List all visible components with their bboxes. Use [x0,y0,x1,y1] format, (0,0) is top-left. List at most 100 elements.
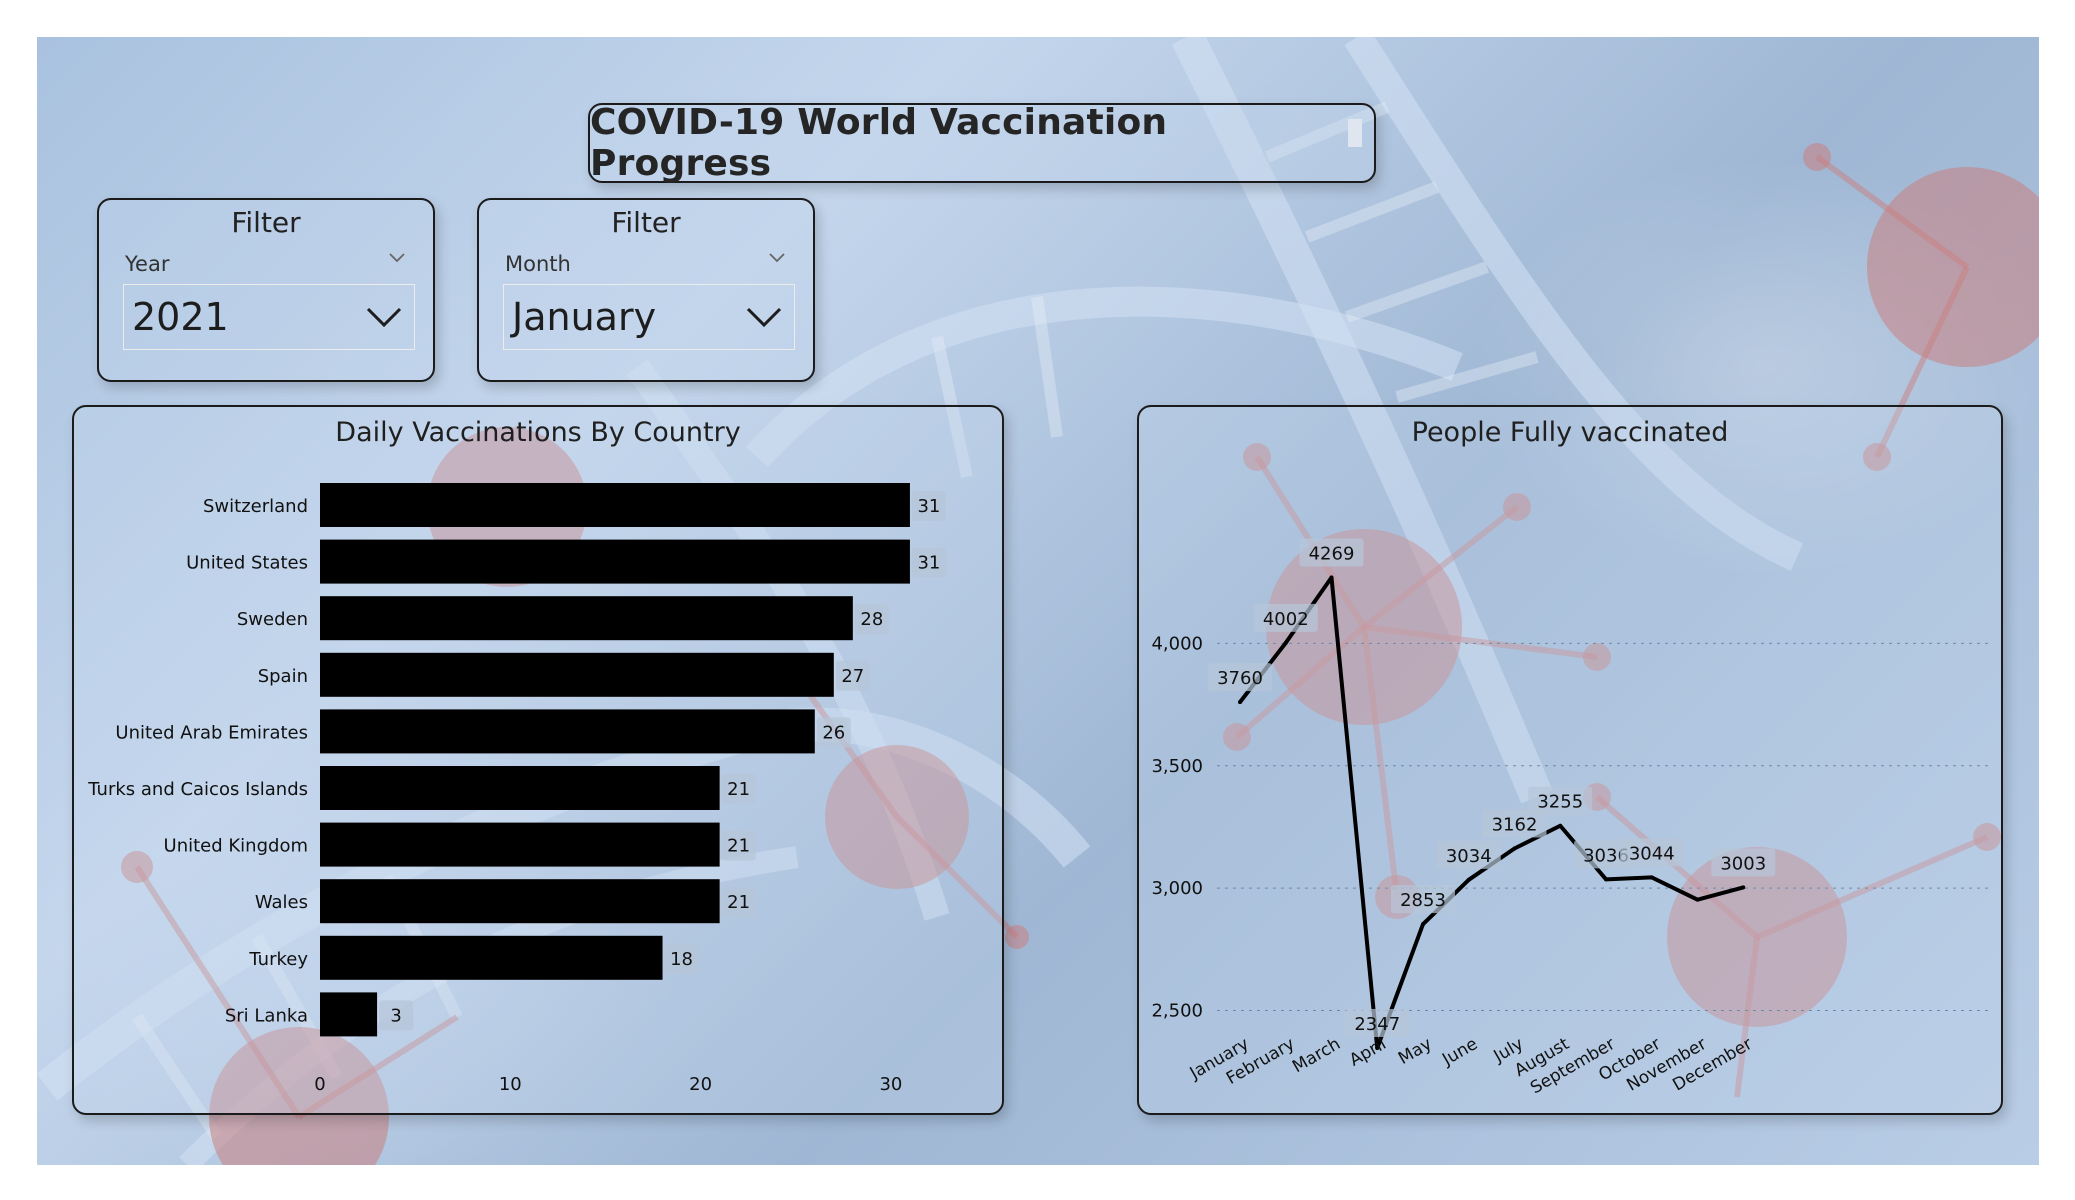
month-filter-heading: Filter [611,206,681,239]
bar [320,822,720,867]
bar [320,483,910,527]
x-tick-label: 0 [314,1074,325,1095]
bar-category-label: United Kingdom [164,836,308,857]
bar-category-label: Sri Lanka [225,1005,308,1026]
year-select[interactable]: 2021 [123,284,415,350]
bar-data-label-bg [721,774,756,804]
bar-data-label-bg [854,604,889,635]
y-tick-label: 2,500 [1151,1001,1203,1022]
bar-category-label: United Arab Emirates [115,722,308,743]
line-point [1283,640,1288,645]
line-data-label: 3003 [1720,853,1766,874]
line-data-label: 2853 [1400,890,1446,911]
line-data-label-bg [1482,809,1547,838]
x-tick-label: May [1395,1034,1435,1069]
x-tick-label: April [1346,1034,1390,1071]
bar-data-label: 26 [822,722,845,743]
chevron-down-icon[interactable] [744,303,784,331]
bar [320,652,834,697]
line-point [1695,897,1700,902]
month-select[interactable]: January [503,284,795,350]
bar-data-label: 21 [727,892,750,913]
bar [320,709,815,754]
line-data-label-bg [1711,848,1776,877]
bar [320,992,378,1037]
line-data-label: 3162 [1492,815,1538,836]
bar [320,935,663,980]
bar-data-label-bg [721,830,756,861]
title-panel: COVID-19 World Vaccination Progress [588,102,1376,184]
line-point [1604,877,1608,882]
line-chart: 2,500 3,000 3,500 4,000 3760 4002 4269 2347 2853… [1151,538,1989,1098]
daily-vaccinations-panel: Daily Vaccinations By Country Switzerlan… [72,405,1004,1115]
bar-data-label-bg [816,717,851,748]
bar-data-label: 28 [860,609,883,630]
bar-data-label: 18 [670,949,693,970]
x-tick-label: 30 [879,1074,902,1095]
line-data-label-bg [1391,885,1455,914]
bar-data-label-bg [835,660,870,691]
bar-category-label: Turkey [248,949,308,970]
bar-category-label: Wales [255,892,308,913]
x-tick-label: 10 [499,1074,522,1095]
dashboard-title: COVID-19 World Vaccination Progress [590,102,1168,184]
bar [320,539,910,584]
line-point [1558,823,1563,828]
bar-data-label: 31 [917,553,940,574]
bar-category-label: Turks and Caicos Islands [87,779,308,800]
line-point [1238,700,1242,705]
bar-data-label: 27 [841,666,864,687]
line-data-label: 3034 [1446,846,1492,867]
x-tick-label: March [1289,1034,1344,1077]
line-point [1329,575,1334,580]
line-point [1649,875,1654,880]
line-point [1421,922,1425,927]
bar [320,596,853,641]
line-data-label-bg [1253,603,1318,632]
line-point [1741,885,1746,890]
bar-data-label: 31 [917,496,940,517]
line-point [1512,846,1517,851]
bar-data-label-bg [911,491,946,521]
year-filter-heading: Filter [231,206,301,239]
bar-data-label-bg [721,887,756,918]
bar-data-label-bg [379,1000,414,1031]
line-point [1466,877,1471,882]
bar [320,879,720,924]
line-data-label-bg [1528,786,1593,815]
dashboard-canvas: COVID-19 World Vaccination Progress Filt… [37,37,2039,1165]
line-data-label-bg [1299,538,1364,567]
month-filter-label: Month [505,252,571,276]
bar-category-label: Switzerland [203,496,308,517]
line-data-label: 3255 [1537,792,1583,813]
line-chart-title: People Fully vaccinated [1411,417,1729,448]
line-point [1375,1046,1380,1051]
month-select-value: January [512,295,657,339]
line-data-label-bg [1345,1009,1410,1038]
line-data-label: 3036 [1583,845,1629,866]
bar-data-label: 21 [727,836,750,857]
bar [320,766,720,810]
bar-chart-title: Daily Vaccinations By Country [335,417,741,448]
chevron-down-icon[interactable] [364,303,404,331]
x-tick-label: June [1438,1034,1481,1070]
x-tick-label: 20 [689,1074,712,1095]
line-data-label-bg [1619,838,1684,867]
chevron-down-icon[interactable] [767,250,787,266]
bar-data-label: 3 [390,1005,401,1026]
bar-data-label: 21 [727,779,750,800]
bar-category-label: Sweden [237,609,308,630]
bar-category-label: Spain [258,666,308,687]
line-data-label-bg [1208,663,1272,692]
line-data-label: 3760 [1217,668,1263,689]
chevron-down-icon[interactable] [387,250,407,266]
scroll-marker [1348,119,1362,147]
line-data-label: 4002 [1263,609,1309,630]
year-select-value: 2021 [132,295,229,339]
y-tick-label: 3,000 [1151,878,1203,899]
y-tick-label: 3,500 [1151,756,1203,777]
people-fully-vaccinated-panel: People Fully vaccinated 2,500 3,000 3,500 4… [1137,405,2003,1115]
line-data-label: 2347 [1354,1014,1400,1035]
bar-data-label-bg [911,547,946,578]
month-filter-panel: Filter Month January [477,198,815,382]
